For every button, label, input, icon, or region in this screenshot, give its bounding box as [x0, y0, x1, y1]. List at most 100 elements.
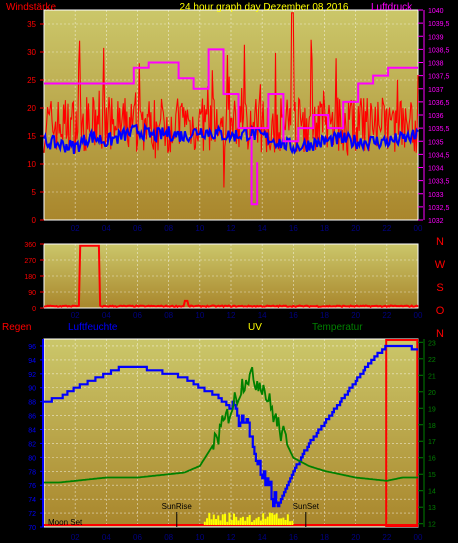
y-left-tick-label: 5 — [32, 188, 37, 197]
temperature-tick-label: 23 — [428, 340, 436, 347]
x-tick-label: 12 — [227, 311, 236, 320]
x-tick-label: 14 — [258, 311, 267, 320]
humidity-tick-label: 94 — [28, 358, 36, 365]
y-right-tick-label: 1034,5 — [428, 152, 450, 159]
direction-tick-label: 0 — [32, 306, 36, 313]
humidity-tick-label: 88 — [28, 400, 36, 407]
humidity-tick-label: 72 — [28, 511, 36, 518]
moonset-label: Moon Set — [48, 518, 83, 527]
chart-title: 24 hour graph day Dezember 08 2016 — [179, 2, 348, 13]
x-tick-label: 10 — [195, 311, 204, 320]
y-right-tick-label: 1037 — [428, 87, 444, 94]
x-tick-label: 00 — [414, 533, 423, 542]
uv-label: UV — [248, 322, 262, 333]
x-tick-label: 22 — [382, 311, 391, 320]
x-tick-label: 20 — [351, 311, 360, 320]
x-tick-label: 08 — [164, 533, 173, 542]
y-right-tick-label: 1039 — [428, 34, 444, 41]
x-tick-label: 06 — [133, 224, 142, 233]
humidity-series-line — [44, 344, 418, 508]
x-tick-label: 16 — [289, 224, 298, 233]
x-tick-label: 22 — [382, 224, 391, 233]
humidity-tick-label: 86 — [28, 414, 36, 421]
x-tick-label: 22 — [382, 533, 391, 542]
wind-series-line — [43, 12, 419, 188]
temperature-tick-label: 16 — [428, 456, 436, 463]
y-right-tick-label: 1037,5 — [428, 74, 450, 81]
humidity-tick-label: 92 — [28, 372, 36, 379]
humidity-tick-label: 96 — [28, 344, 36, 351]
x-tick-label: 04 — [102, 533, 111, 542]
y-left-tick-label: 15 — [27, 132, 36, 141]
y-right-tick-label: 1040 — [428, 8, 444, 15]
x-tick-label: 02 — [71, 533, 80, 542]
humidity-tick-label: 76 — [28, 483, 36, 490]
gust-series-line — [43, 122, 419, 155]
x-tick-label: 14 — [258, 224, 267, 233]
y-right-tick-label: 1038,5 — [428, 47, 450, 54]
x-tick-label: 16 — [289, 311, 298, 320]
direction-series-line — [43, 244, 419, 309]
y-left-tick-label: 35 — [27, 20, 36, 29]
rain-label: Regen — [2, 322, 31, 333]
humidity-tick-label: 70 — [28, 525, 36, 532]
temperature-tick-label: 20 — [428, 390, 436, 397]
x-tick-label: 12 — [227, 533, 236, 542]
left-axis-title: Windstärke — [6, 2, 56, 13]
sunset-label: SunSet — [293, 502, 320, 511]
y-right-tick-label: 1039,5 — [428, 21, 450, 28]
y-left-tick-label: 25 — [27, 76, 36, 85]
humidity-tick-label: 78 — [28, 469, 36, 476]
temperature-tick-label: 18 — [428, 423, 436, 430]
humidity-tick-label: 84 — [28, 428, 36, 435]
x-tick-label: 12 — [227, 224, 236, 233]
direction-tick-label: 360 — [24, 242, 36, 249]
y-right-tick-label: 1034 — [428, 166, 444, 173]
humidity-tick-label: 90 — [28, 386, 36, 393]
x-tick-label: 10 — [195, 533, 204, 542]
y-left-tick-label: 0 — [32, 216, 37, 225]
temperature-tick-label: 19 — [428, 406, 436, 413]
direction-letter: N — [436, 236, 444, 248]
direction-letter: W — [435, 259, 446, 271]
x-tick-label: 20 — [351, 224, 360, 233]
x-tick-label: 08 — [164, 224, 173, 233]
right-axis-title: Luftdruck — [371, 2, 413, 13]
temperature-tick-label: 17 — [428, 439, 436, 446]
pressure-dip — [250, 136, 259, 206]
temperature-series-line — [44, 366, 418, 484]
x-tick-label: 14 — [258, 533, 267, 542]
y-right-tick-label: 1035 — [428, 139, 444, 146]
temperature-tick-label: 22 — [428, 357, 436, 364]
x-tick-label: 18 — [320, 533, 329, 542]
y-right-tick-label: 1036,5 — [428, 100, 450, 107]
y-left-tick-label: 20 — [27, 104, 36, 113]
sunrise-label: SunRise — [162, 502, 193, 511]
y-right-tick-label: 1032 — [428, 218, 444, 225]
temperature-tick-label: 13 — [428, 505, 436, 512]
direction-tick-label: 180 — [24, 274, 36, 281]
temperature-tick-label: 14 — [428, 489, 436, 496]
x-tick-label: 00 — [414, 224, 423, 233]
direction-tick-label: 270 — [24, 258, 36, 265]
pressure-series-line — [44, 48, 418, 143]
humidity-tick-label: 82 — [28, 441, 36, 448]
x-tick-label: 18 — [320, 311, 329, 320]
temperature-tick-label: 15 — [428, 472, 436, 479]
x-tick-label: 16 — [289, 533, 298, 542]
x-tick-label: 06 — [133, 311, 142, 320]
humidity-label: Luftfeuchte — [68, 322, 118, 333]
x-tick-label: 10 — [195, 224, 204, 233]
humidity-tick-label: 80 — [28, 455, 36, 462]
y-right-tick-label: 1036 — [428, 113, 444, 120]
x-tick-label: 20 — [351, 533, 360, 542]
temperature-label: Temperatur — [312, 322, 363, 333]
direction-letter: S — [436, 282, 443, 294]
direction-tick-label: 90 — [28, 290, 36, 297]
temperature-tick-label: 21 — [428, 373, 436, 380]
y-left-tick-label: 30 — [27, 48, 36, 57]
y-right-tick-label: 1035,5 — [428, 126, 450, 133]
x-tick-label: 08 — [164, 311, 173, 320]
